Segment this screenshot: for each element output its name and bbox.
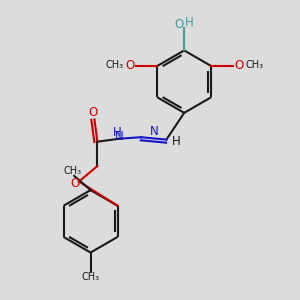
Text: O: O	[174, 18, 184, 31]
Text: O: O	[234, 58, 243, 72]
Text: H: H	[113, 126, 122, 139]
Text: CH₃: CH₃	[64, 166, 82, 176]
Text: O: O	[125, 58, 134, 72]
Text: CH₃: CH₃	[82, 272, 100, 282]
Text: O: O	[71, 177, 80, 190]
Text: N: N	[150, 125, 159, 138]
Text: H: H	[185, 16, 194, 29]
Text: H: H	[172, 136, 180, 148]
Text: N: N	[115, 130, 124, 143]
Text: CH₃: CH₃	[245, 60, 263, 70]
Text: CH₃: CH₃	[105, 60, 123, 70]
Text: O: O	[88, 106, 98, 119]
